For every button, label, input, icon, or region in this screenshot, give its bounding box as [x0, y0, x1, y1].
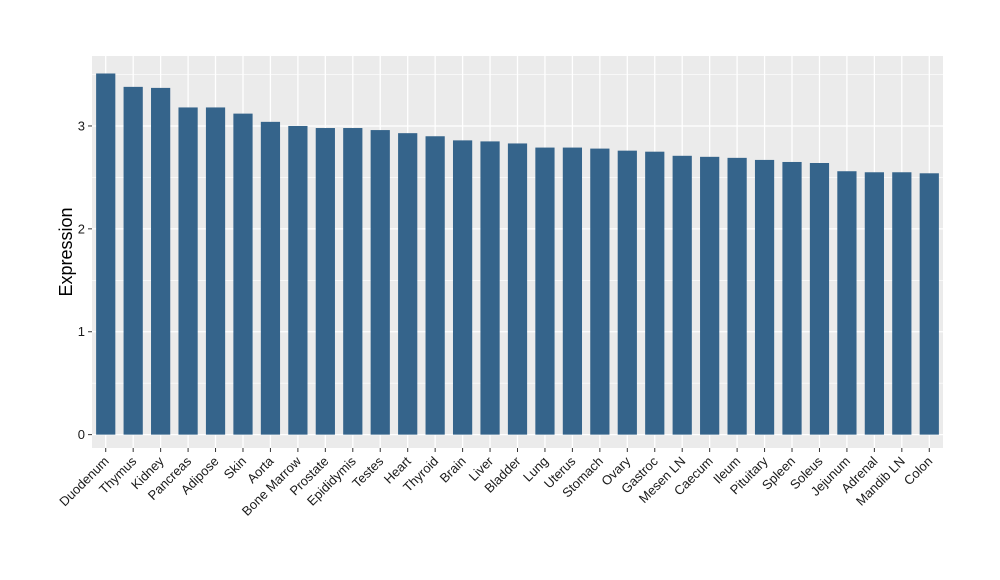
bar-uterus: [562, 147, 583, 435]
x-tick-label: Testes: [349, 453, 387, 491]
bar-bone-marrow: [288, 125, 308, 435]
y-tick-label: 0: [78, 427, 85, 442]
bar-adipose: [205, 107, 226, 435]
bar-stomach: [590, 148, 610, 435]
bar-ovary: [617, 150, 637, 435]
bar-kidney: [151, 87, 171, 435]
y-axis: 0 1 2 3: [78, 118, 92, 442]
bar-soleus: [809, 163, 830, 435]
bar-brain: [452, 140, 473, 435]
y-tick-label: 1: [78, 324, 85, 339]
bar-thymus: [123, 86, 143, 435]
bar-heart: [398, 133, 418, 435]
bar-lung: [535, 147, 555, 435]
bar-ileum: [727, 157, 747, 435]
x-axis: DuodenumThymusKidneyPancreasAdiposeSkinA…: [56, 448, 935, 519]
bars: [96, 73, 939, 435]
bar-mesen-ln: [672, 155, 692, 435]
x-tick-label: Brain: [437, 454, 469, 486]
bar-duodenum: [96, 73, 116, 435]
bar-pancreas: [178, 107, 198, 435]
bar-spleen: [782, 161, 802, 435]
y-tick-label: 2: [78, 221, 85, 236]
bar-caecum: [700, 156, 720, 435]
bar-jejunum: [837, 171, 857, 435]
y-axis-title: Expression: [56, 207, 76, 296]
bar-colon: [919, 173, 939, 435]
bar-adrenal: [864, 172, 884, 435]
x-tick-label: Colon: [901, 454, 936, 489]
bar-aorta: [260, 121, 281, 435]
bar-thyroid: [425, 136, 445, 435]
bar-epididymis: [343, 128, 363, 435]
bar-liver: [480, 141, 500, 435]
bar-bladder: [507, 143, 528, 435]
bar-gastroc: [645, 151, 665, 435]
bar-testes: [370, 130, 390, 435]
bar-mandib-ln: [892, 172, 912, 435]
bar-skin: [233, 113, 253, 435]
y-tick-label: 3: [78, 118, 85, 133]
bar-prostate: [315, 128, 335, 435]
bar-pituitary: [754, 159, 775, 435]
